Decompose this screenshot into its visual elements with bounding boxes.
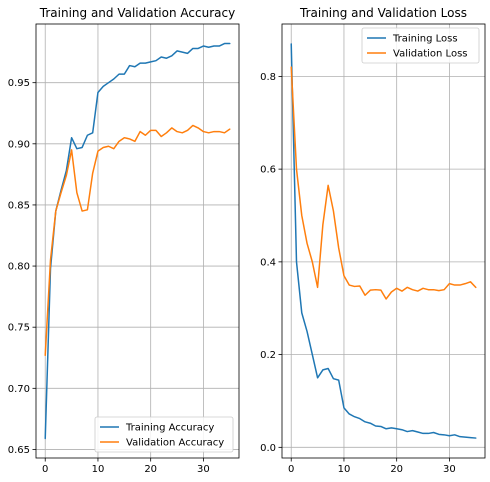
y-tick-label: 0.8 <box>260 72 276 83</box>
legend: Training Loss Validation Loss <box>361 27 480 64</box>
x-tick-label: 10 <box>92 464 105 475</box>
y-tick-label: 0.80 <box>8 262 30 273</box>
series-line-training-loss <box>290 43 477 439</box>
y-tick-label: 0.85 <box>8 200 30 211</box>
legend-box <box>361 27 480 64</box>
y-tick-label: 0.95 <box>8 78 30 89</box>
legend-label: Training Loss <box>392 34 458 45</box>
y-tick-label: 0.6 <box>260 165 276 176</box>
legend-label: Validation Loss <box>393 49 468 60</box>
x-tick-label: 0 <box>288 464 294 475</box>
y-tick-label: 0.0 <box>260 443 276 454</box>
y-tick-label: 0.75 <box>8 323 30 334</box>
x-tick-label: 20 <box>390 464 403 475</box>
chart-title: Training and Validation Loss <box>299 6 467 20</box>
loss-chart: Training and Validation Loss 0 10 20 30 0.0 0.… <box>260 6 486 475</box>
legend-label: Validation Accuracy <box>126 438 224 449</box>
y-tick-label: 0.70 <box>8 384 30 395</box>
y-tick-label: 0.4 <box>260 257 276 268</box>
x-tick-label: 30 <box>197 464 210 475</box>
series-line-training-accuracy <box>44 42 231 440</box>
series-line-validation-loss <box>290 66 477 300</box>
y-tick-label: 0.2 <box>260 350 276 361</box>
y-tick-label: 0.65 <box>8 445 30 456</box>
legend: Training Accuracy Validation Accuracy <box>94 416 234 453</box>
series-line-validation-accuracy <box>44 124 231 357</box>
x-tick-label: 10 <box>338 464 351 475</box>
plot-frame <box>281 23 486 459</box>
legend-label: Training Accuracy <box>125 423 214 434</box>
accuracy-chart: Training and Validation Accuracy 0 10 20 30 0… <box>8 6 240 475</box>
legend-box <box>94 416 234 453</box>
x-tick-label: 20 <box>144 464 157 475</box>
x-tick-label: 30 <box>443 464 456 475</box>
x-tick-label: 0 <box>42 464 48 475</box>
plot-frame <box>35 23 240 459</box>
chart-title: Training and Validation Accuracy <box>39 6 235 20</box>
y-tick-label: 0.90 <box>8 139 30 150</box>
